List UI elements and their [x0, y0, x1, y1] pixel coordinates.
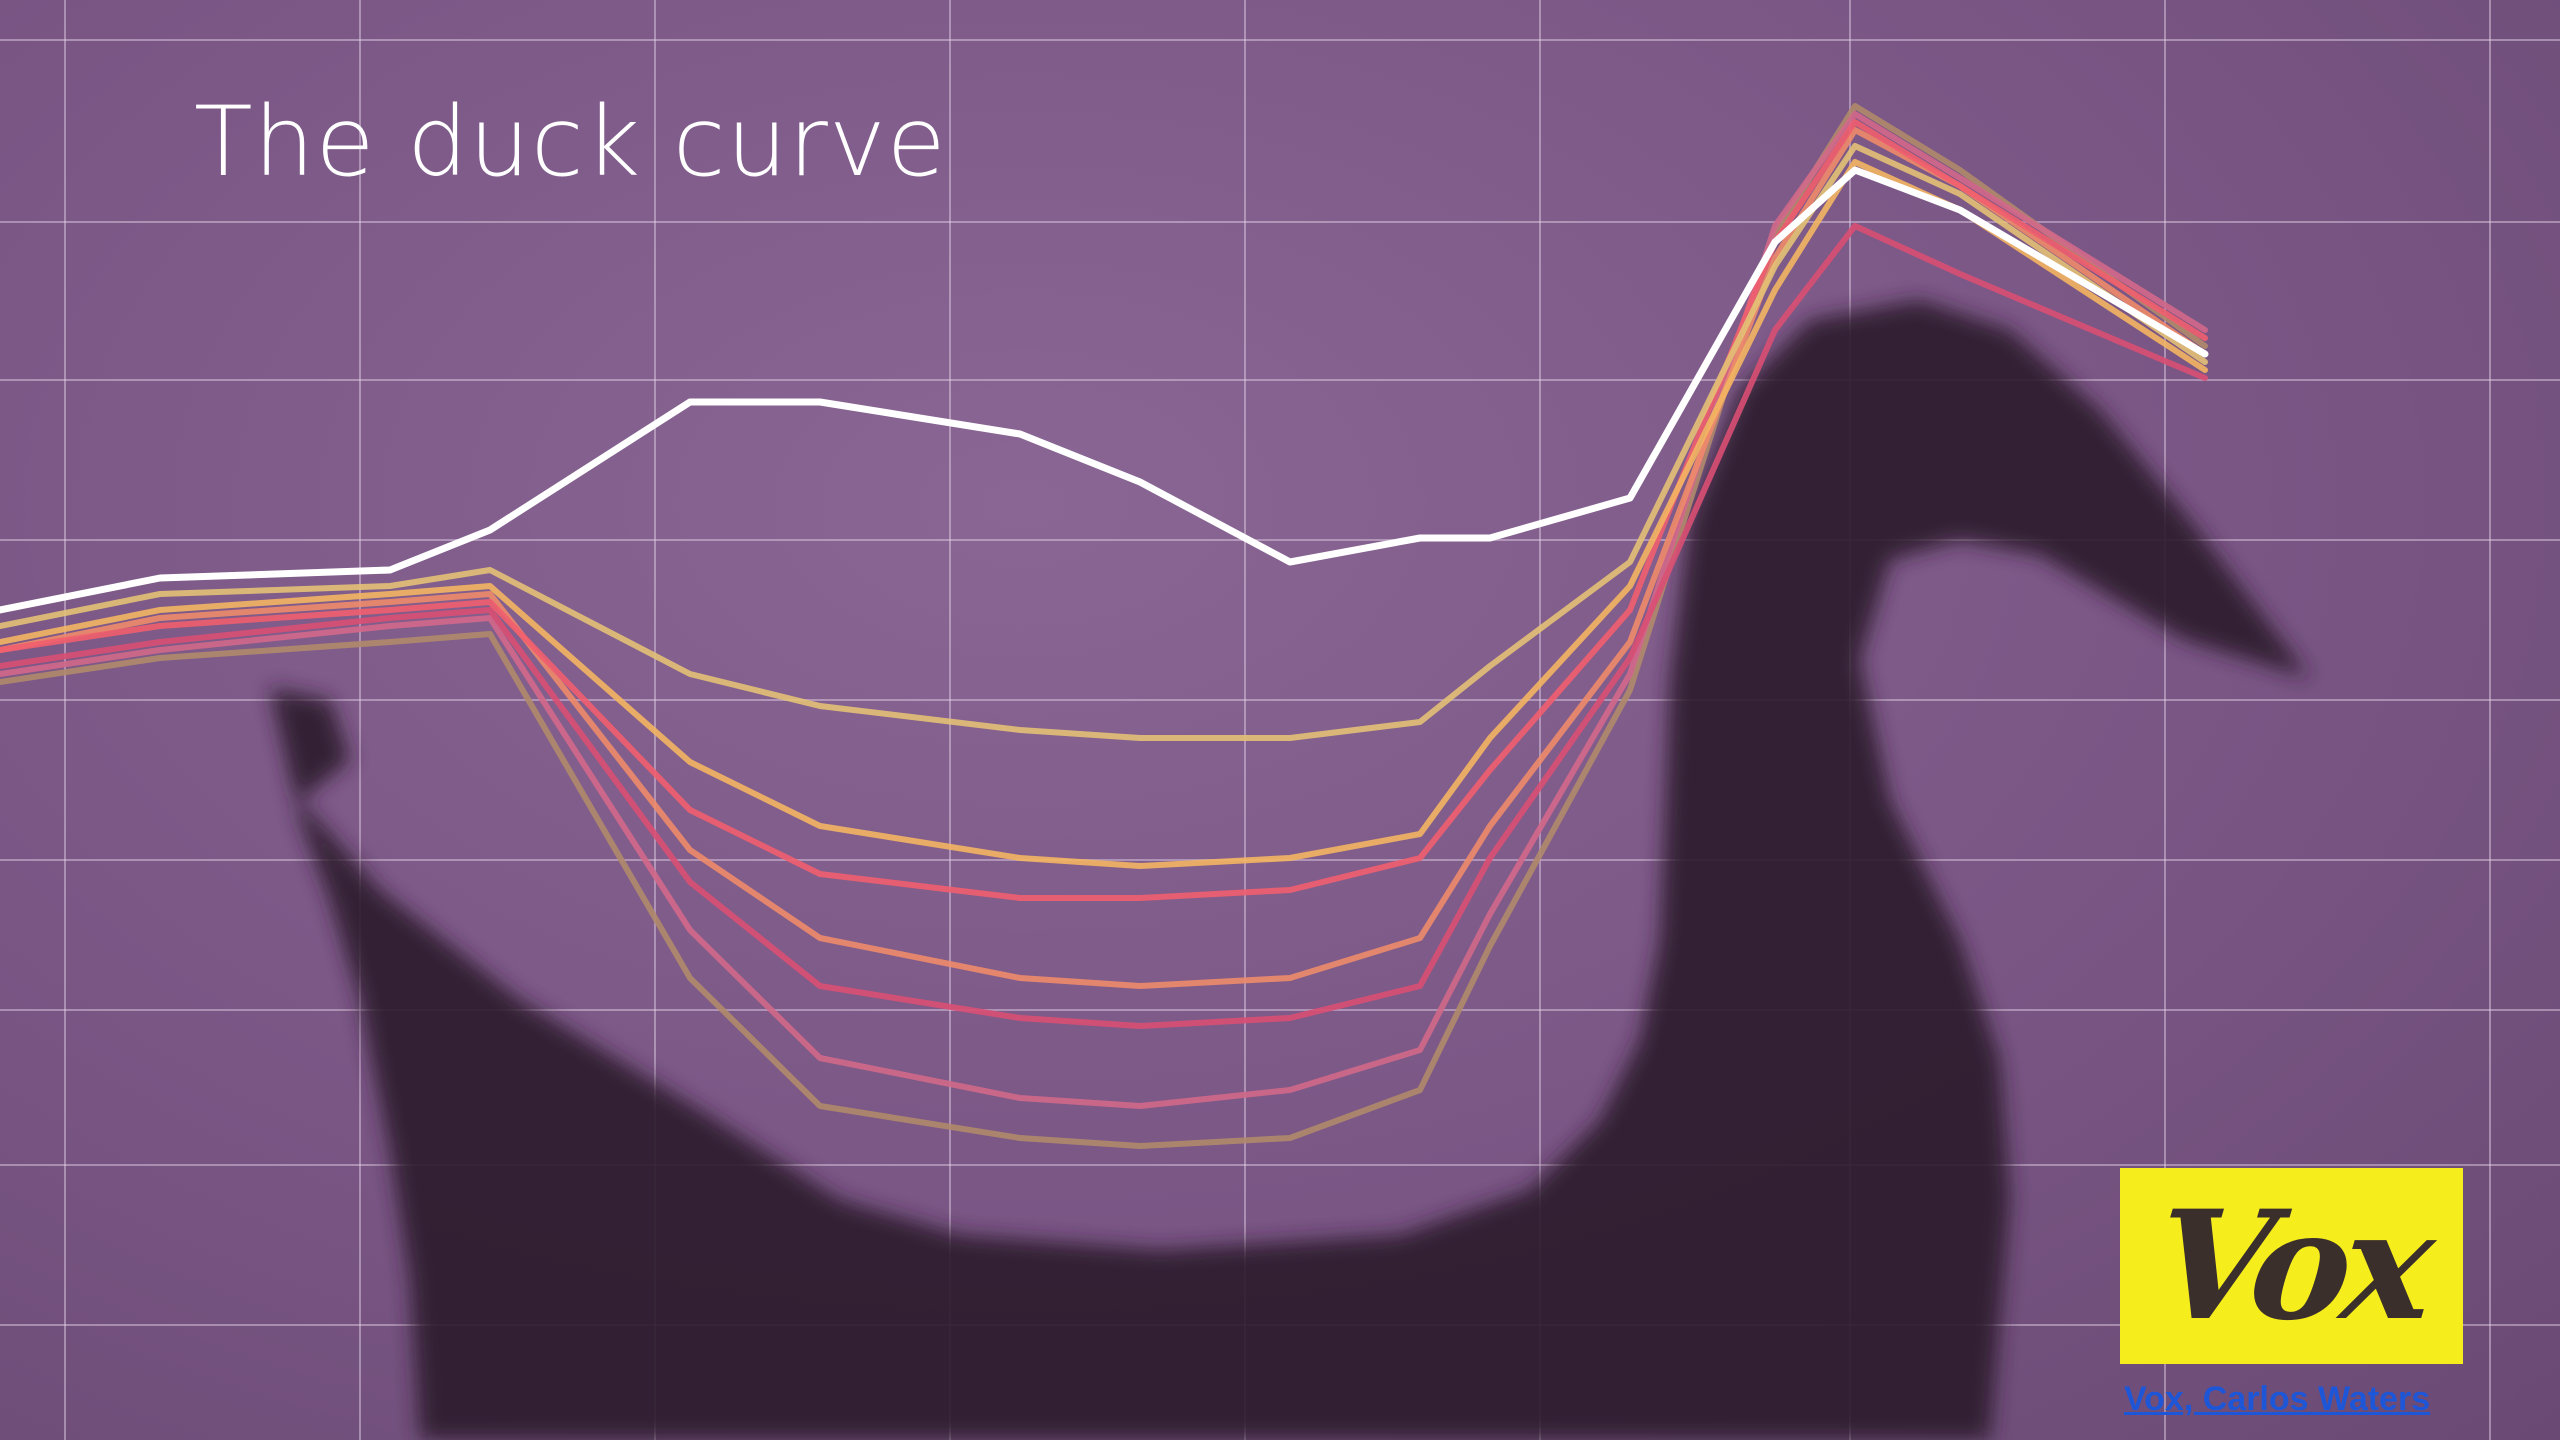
series-line-5 — [0, 127, 2208, 989]
series-line-3 — [0, 159, 2208, 869]
series-line-white — [0, 166, 2209, 614]
source-credit-link[interactable]: Vox, Carlos Waters — [2124, 1380, 2431, 1418]
vox-logo: Vox — [2120, 1168, 2463, 1364]
slide-title: The duck curve — [194, 86, 947, 198]
series-line-7 — [0, 111, 2208, 1109]
duck-curve-lines — [0, 103, 2209, 1149]
vox-logo-wordmark: Vox — [2148, 1178, 2435, 1354]
duck-silhouette — [270, 300, 2310, 1440]
series-line-4 — [0, 119, 2208, 901]
series-line-6 — [0, 223, 2208, 1029]
